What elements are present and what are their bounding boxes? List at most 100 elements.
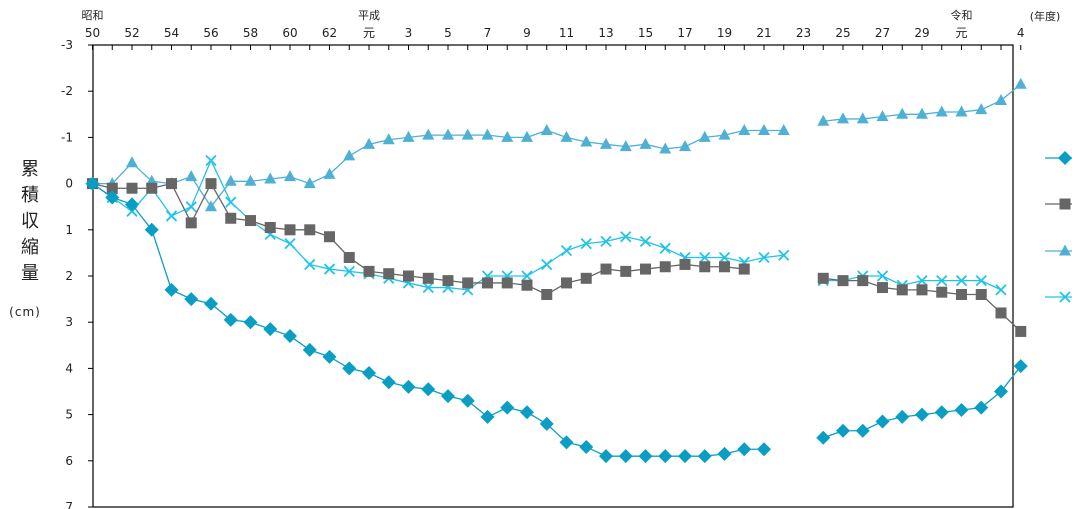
- data-point: [639, 235, 652, 247]
- data-point: [659, 261, 671, 273]
- data-point: [304, 224, 316, 236]
- series-line: [92, 158, 784, 291]
- data-point: [758, 123, 770, 135]
- data-point: [442, 128, 454, 140]
- data-point: [284, 224, 296, 236]
- data-point: [283, 329, 297, 344]
- era-label: 令和: [951, 8, 973, 22]
- y-axis-ticks: -3 -2 -1 0 1 2 3 4 5 6 7 累積収縮量: [21, 38, 93, 509]
- data-point: [185, 217, 197, 229]
- data-point: [422, 281, 434, 294]
- data-point: [718, 128, 731, 140]
- data-point: [817, 114, 830, 126]
- legend-item: [1045, 198, 1072, 210]
- data-point: [638, 449, 653, 464]
- data-point: [403, 270, 414, 282]
- data-point: [639, 137, 652, 149]
- data-point: [185, 201, 197, 213]
- data-point: [540, 123, 553, 135]
- data-point: [125, 197, 139, 212]
- x-tick-label: 9: [523, 26, 531, 40]
- data-point: [699, 251, 711, 264]
- data-point: [461, 128, 474, 140]
- series-square: [87, 178, 1027, 337]
- data-point: [243, 315, 258, 330]
- data-point: [146, 182, 158, 194]
- data-point: [936, 286, 948, 298]
- data-point: [402, 130, 415, 142]
- data-point: [106, 182, 118, 194]
- data-point: [659, 142, 672, 154]
- data-point: [580, 238, 592, 250]
- era-label: 平成: [358, 9, 380, 22]
- data-point: [975, 103, 988, 115]
- data-point: [442, 275, 454, 287]
- x-axis-ticks: 50 52 54 56 58 60 62 元 3 5 7 9 11 13 15 17 19 21 23 25 27 29 元…: [82, 8, 1025, 50]
- data-point: [381, 375, 396, 390]
- data-point: [284, 170, 296, 182]
- data-point: [757, 442, 771, 457]
- data-point: [521, 270, 533, 282]
- data-point: [837, 112, 849, 124]
- data-point: [541, 288, 553, 300]
- data-point: [618, 449, 633, 464]
- legend: [1045, 151, 1072, 303]
- legend-item: [1045, 291, 1072, 303]
- data-point: [205, 178, 217, 190]
- data-point: [462, 277, 474, 289]
- y-tick-label: 3: [65, 315, 73, 329]
- data-point: [698, 130, 711, 142]
- data-point: [1059, 291, 1071, 303]
- data-point: [995, 307, 1007, 319]
- data-point: [718, 251, 731, 264]
- data-point: [916, 274, 928, 287]
- data-point: [758, 251, 770, 264]
- x-tick-label: 13: [598, 26, 613, 40]
- x-axis-label: (年度): [1030, 9, 1061, 23]
- data-point: [1059, 244, 1071, 256]
- data-point: [777, 123, 790, 135]
- x-tick-label: 62: [322, 26, 337, 40]
- data-point: [579, 439, 594, 454]
- data-point: [481, 128, 494, 140]
- data-point: [244, 174, 257, 186]
- data-point: [322, 349, 337, 364]
- y-tick-label: 2: [65, 269, 73, 283]
- data-point: [916, 284, 928, 296]
- data-point: [875, 414, 890, 429]
- data-point: [679, 258, 691, 270]
- x-tick-label: 21: [756, 26, 771, 40]
- data-point: [856, 112, 869, 124]
- data-point: [659, 242, 671, 254]
- data-point: [895, 409, 910, 424]
- era-label: 昭和: [82, 9, 104, 22]
- data-point: [105, 190, 120, 205]
- data-point: [323, 167, 336, 179]
- data-point: [264, 172, 277, 184]
- x-tick-label: 4: [1017, 26, 1025, 40]
- data-point: [303, 177, 316, 189]
- x-tick-label: 27: [875, 26, 890, 40]
- x-tick-label: 11: [559, 26, 574, 40]
- data-point: [995, 284, 1007, 296]
- data-point: [323, 263, 336, 275]
- data-point: [817, 272, 829, 284]
- data-point: [737, 442, 752, 457]
- data-point: [699, 261, 711, 273]
- x-tick-label: 元: [955, 26, 967, 40]
- data-point: [876, 110, 889, 122]
- data-point: [658, 449, 673, 464]
- data-point: [855, 423, 870, 438]
- data-point: [935, 105, 948, 117]
- x-tick-label: 17: [677, 26, 692, 40]
- data-point: [539, 416, 554, 431]
- x-tick-label: 56: [203, 26, 218, 40]
- x-tick-label: 19: [717, 26, 732, 40]
- data-point: [679, 140, 691, 152]
- legend-item: [1045, 151, 1072, 165]
- data-point: [954, 402, 969, 417]
- data-point: [857, 275, 869, 287]
- data-point: [284, 238, 296, 250]
- data-point: [85, 176, 100, 191]
- data-point: [422, 272, 434, 284]
